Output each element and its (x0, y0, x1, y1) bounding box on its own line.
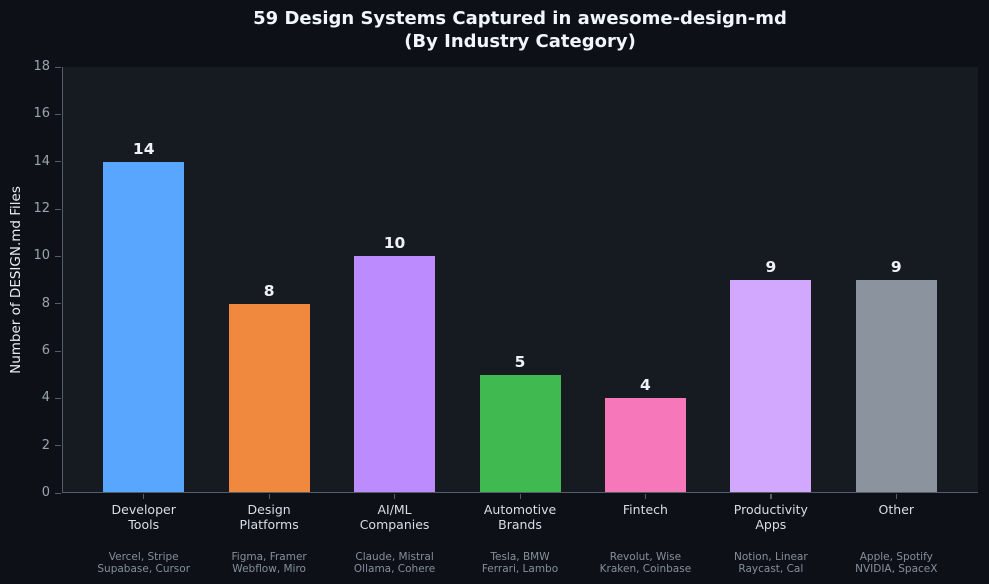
y-tick-label: 6 (41, 343, 50, 358)
bar-value-label: 8 (263, 281, 275, 300)
y-tick-mark (55, 255, 61, 258)
y-tick-mark (55, 397, 61, 400)
category-label: AI/ML Companies (359, 502, 430, 532)
chart-title-line-1: 59 Design Systems Captured in awesome-de… (253, 8, 787, 29)
x-tick-mark (519, 494, 521, 499)
chart-title: 59 Design Systems Captured in awesome-de… (62, 7, 978, 53)
y-tick-mark (55, 492, 61, 494)
category-companies: Tesla, BMW Ferrari, Lambo (481, 551, 559, 575)
category-companies: Notion, Linear Raycast, Cal (733, 551, 808, 575)
y-tick-label: 12 (33, 201, 50, 216)
y-tick-mark (55, 113, 61, 116)
bar (479, 374, 561, 492)
y-tick-mark (55, 445, 61, 447)
y-tick-mark (55, 350, 61, 352)
bar-value-label: 5 (514, 352, 526, 371)
category-companies: Vercel, Stripe Supabase, Cursor (97, 551, 191, 575)
y-tick-mark (55, 303, 61, 305)
bar (354, 256, 436, 492)
bar-value-label: 10 (383, 234, 406, 253)
bar (730, 280, 812, 492)
category-label: Automotive Brands (483, 502, 557, 532)
y-tick-mark (55, 208, 61, 210)
category-companies: Apple, Spotify NVIDIA, SpaceX (855, 551, 938, 575)
category-label: Fintech (622, 502, 668, 517)
x-tick-mark (644, 494, 647, 499)
bar (103, 161, 185, 492)
bar-value-label: 9 (890, 258, 902, 276)
category-companies: Figma, Framer Webflow, Miro (231, 551, 307, 575)
category-label: Other (878, 502, 915, 517)
y-tick-label: 16 (33, 106, 50, 122)
y-tick-mark (55, 66, 61, 68)
x-tick-mark (394, 494, 396, 499)
bar (228, 303, 310, 492)
x-tick-mark (268, 494, 270, 499)
y-tick-label: 0 (41, 485, 50, 500)
category-companies: Claude, Mistral Ollama, Cohere (353, 551, 436, 575)
bar (604, 398, 686, 492)
y-tick-mark (55, 161, 61, 163)
bar (855, 280, 937, 492)
bar-value-label: 14 (132, 139, 155, 158)
category-companies: Revolut, Wise Kraken, Coinbase (599, 551, 692, 575)
x-tick-mark (143, 494, 145, 499)
y-tick-label: 8 (41, 295, 50, 311)
x-tick-mark (770, 494, 772, 499)
y-tick-label: 10 (33, 248, 50, 264)
category-label: Productivity Apps (733, 502, 808, 532)
bar-value-label: 4 (640, 376, 651, 395)
category-label: Design Platforms (239, 502, 299, 532)
category-label: Developer Tools (111, 502, 176, 532)
x-tick-mark (895, 494, 897, 499)
bar-value-label: 9 (765, 258, 777, 276)
y-tick-label: 2 (41, 437, 50, 453)
y-tick-label: 14 (33, 153, 50, 169)
chart-title-line-2: (By Industry Category) (404, 31, 636, 52)
y-tick-label: 4 (41, 390, 50, 406)
y-tick-label: 18 (33, 59, 50, 74)
